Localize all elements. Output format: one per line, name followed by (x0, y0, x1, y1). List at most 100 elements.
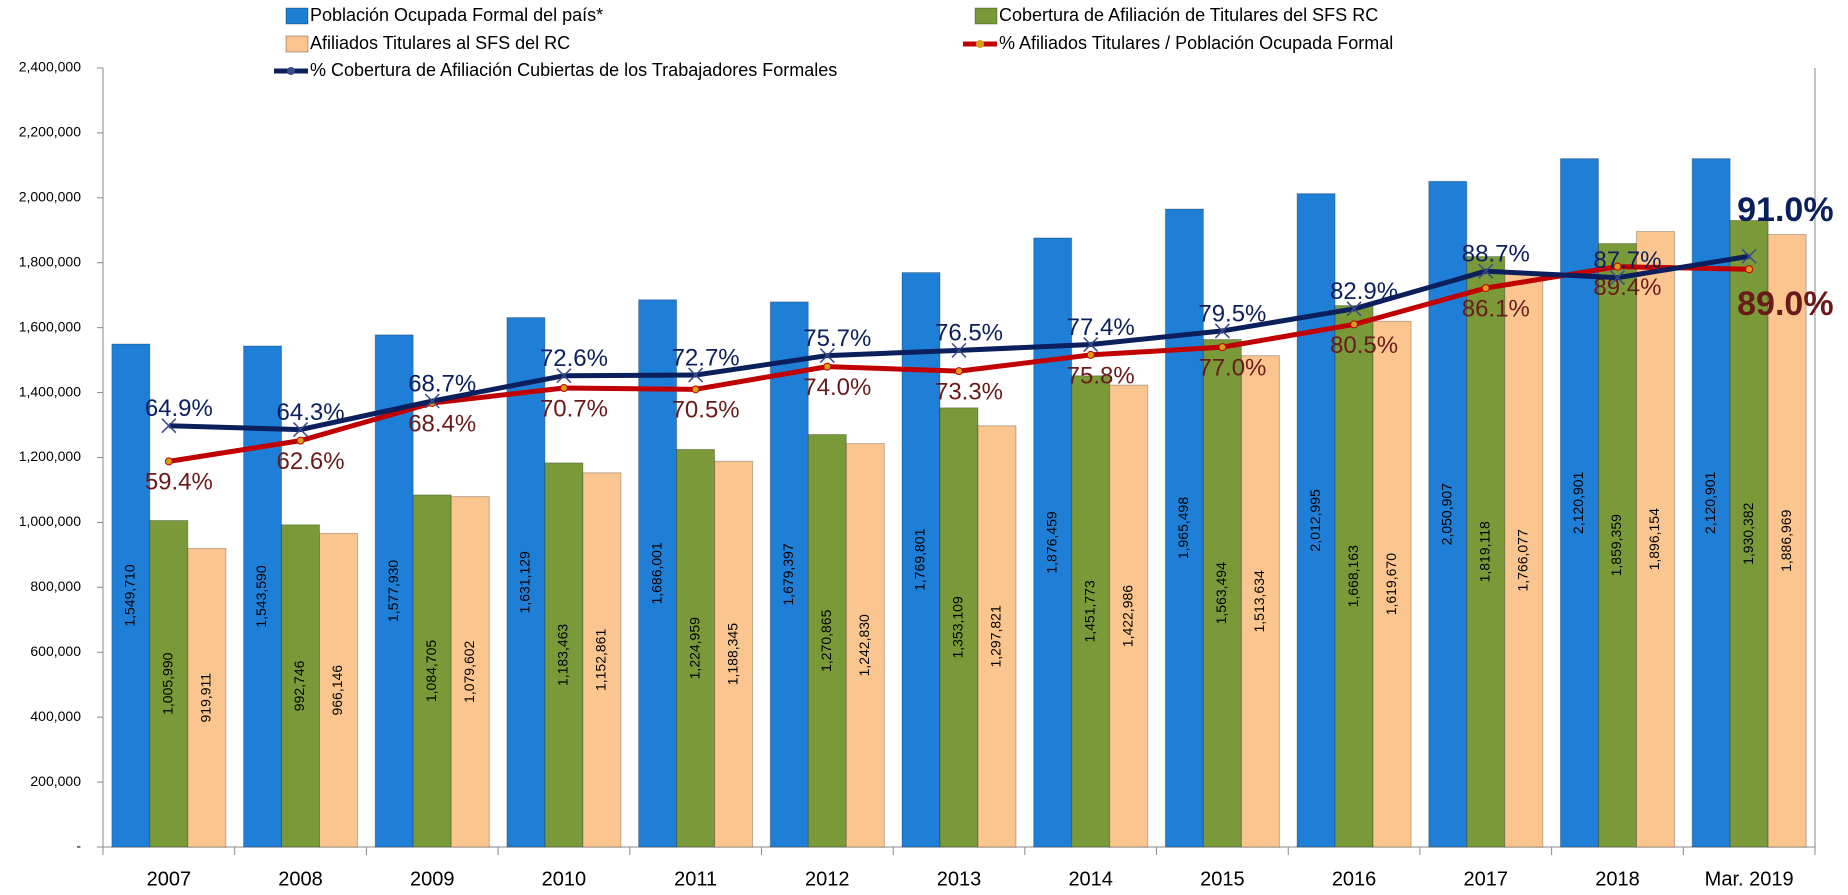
line-value-label: 77.0% (1198, 354, 1266, 381)
bar-value-label: 1,896,154 (1646, 508, 1662, 570)
bar (506, 317, 546, 848)
line-value-label: 73.3% (935, 379, 1003, 406)
bar-value-label: 1,242,830 (856, 614, 872, 676)
line-value-label: 89.0% (1737, 285, 1833, 323)
line-value-label: 91.0% (1737, 191, 1833, 229)
bar-value-label: 1,549,710 (122, 564, 138, 626)
line-marker (164, 457, 173, 466)
line-value-label: 79.5% (1198, 300, 1266, 327)
line-value-label: 72.6% (540, 345, 608, 372)
line-marker (161, 418, 177, 434)
bar (374, 334, 414, 848)
bar-value-label: 2,050,907 (1438, 483, 1454, 545)
bar-value-label: 1,353,109 (950, 596, 966, 658)
bar-value-label: 1,859,359 (1608, 514, 1624, 576)
line-marker (559, 384, 568, 393)
bar (149, 519, 189, 848)
bar (187, 547, 227, 848)
bar (1729, 219, 1769, 848)
line-value-label: 64.9% (145, 395, 213, 422)
bar-value-label: 1,270,865 (818, 609, 834, 671)
bar-value-label: 1,769,801 (912, 528, 928, 590)
line-value-label: 77.4% (1067, 314, 1135, 341)
bar (281, 524, 321, 848)
x-tick-label: 2012 (805, 868, 850, 890)
bar-value-label: 1,543,590 (253, 565, 269, 627)
y-tick-label: 1,600,000 (19, 318, 81, 334)
line-marker (1083, 337, 1099, 353)
legend-marker (287, 67, 295, 75)
x-tick-label: 2015 (1200, 868, 1245, 890)
x-tick-label: 2009 (410, 868, 455, 890)
bar (676, 448, 716, 848)
y-tick-label: 1,200,000 (19, 448, 81, 464)
bar (1767, 234, 1807, 848)
x-tick-label: 2007 (147, 868, 192, 890)
bar (845, 443, 885, 848)
line-value-label: 68.4% (408, 410, 476, 437)
line-marker (688, 367, 704, 383)
bar (1202, 339, 1242, 848)
legend-marker (976, 40, 984, 48)
legend-label: Población Ocupada Formal del país* (310, 5, 603, 25)
bar (1372, 320, 1412, 848)
bar (1109, 384, 1149, 848)
line-marker (1481, 284, 1490, 293)
bar (1691, 158, 1731, 848)
line-value-label: 86.1% (1462, 295, 1530, 322)
bar-value-label: 992,746 (291, 660, 307, 711)
x-tick-label: 2013 (937, 868, 982, 890)
y-tick-label: 2,000,000 (19, 189, 81, 205)
bar (1071, 375, 1111, 848)
line-value-label: 80.5% (1330, 332, 1398, 359)
line-value-label: 88.7% (1462, 241, 1530, 268)
bar (1240, 355, 1280, 848)
bar (412, 494, 452, 848)
bar-value-label: 1,668,163 (1345, 545, 1361, 607)
bar-value-label: 1,183,463 (555, 624, 571, 686)
bar (807, 433, 847, 848)
bar-value-label: 919,911 (198, 673, 214, 723)
y-tick-label: 1,000,000 (19, 513, 81, 529)
y-tick-label: 800,000 (30, 578, 81, 594)
bar-value-label: 1,819,118 (1476, 521, 1492, 582)
line-marker (819, 348, 835, 364)
bar-value-label: 966,146 (329, 665, 345, 716)
bar (714, 460, 754, 848)
y-tick-label: 2,200,000 (19, 124, 81, 140)
x-tick-label: 2010 (542, 868, 587, 890)
line-value-label: 68.7% (408, 370, 476, 397)
bar-value-label: 1,422,986 (1119, 585, 1135, 647)
bar-value-label: 1,930,382 (1740, 502, 1756, 564)
line-value-label: 75.8% (1067, 362, 1135, 389)
line-value-label: 70.5% (672, 397, 740, 424)
bar-value-label: 1,679,397 (780, 543, 796, 605)
x-tick-label: Mar. 2019 (1705, 868, 1794, 890)
bar-value-label: 1,965,498 (1175, 497, 1191, 559)
legend-label: % Cobertura de Afiliación Cubiertas de l… (310, 60, 837, 80)
bar-value-label: 1,876,459 (1043, 511, 1059, 573)
bar (582, 472, 622, 848)
legend-swatch (974, 7, 998, 25)
line-marker (955, 367, 963, 376)
bar-value-label: 1,563,494 (1213, 562, 1229, 624)
bar-value-label: 1,619,670 (1383, 553, 1399, 615)
line-value-label: 62.6% (277, 448, 345, 475)
bar-value-label: 1,084,705 (423, 640, 439, 702)
line-marker (1086, 350, 1095, 359)
line-value-label: 59.4% (145, 469, 213, 496)
bar-value-label: 1,686,001 (648, 542, 664, 604)
y-tick-label: 1,800,000 (19, 253, 81, 269)
bar (977, 425, 1017, 848)
y-tick-label: 400,000 (30, 708, 81, 724)
line-marker (1609, 270, 1625, 286)
line-marker (691, 385, 700, 394)
line-value-label: 64.3% (277, 399, 345, 426)
bar (319, 532, 359, 848)
line-value-label: 72.7% (672, 344, 740, 371)
legend-swatch (285, 7, 309, 25)
bar (769, 301, 809, 848)
line-marker (1478, 263, 1494, 279)
bar-value-label: 1,631,129 (517, 551, 533, 613)
